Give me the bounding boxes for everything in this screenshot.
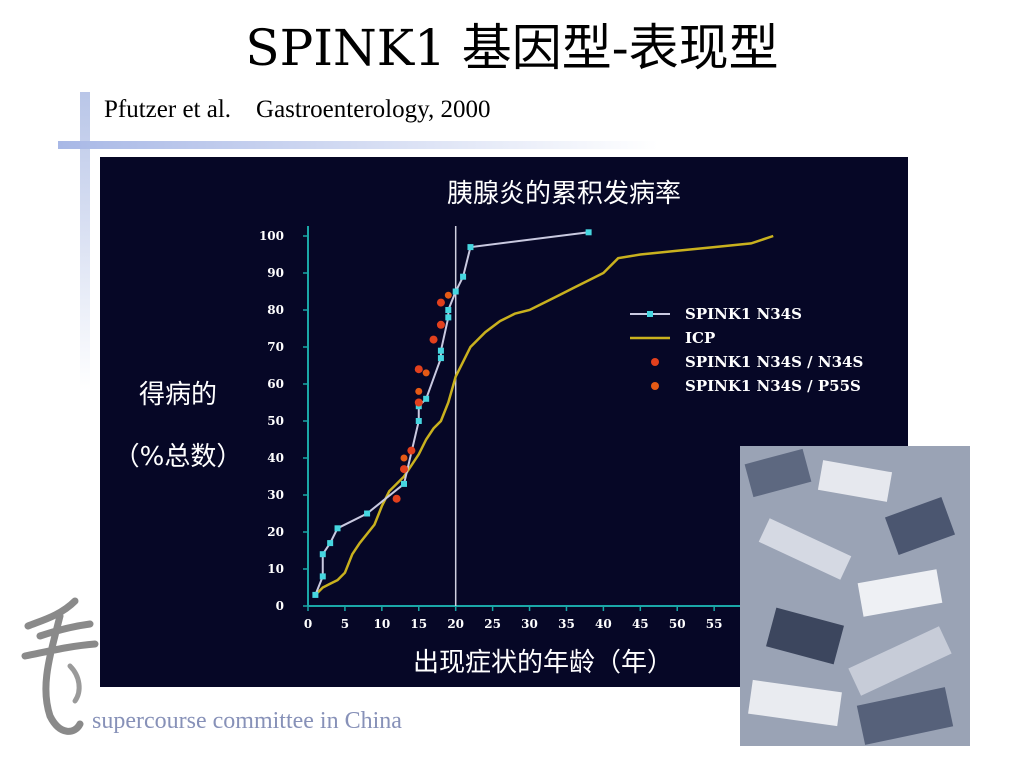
series-n34s-point xyxy=(415,418,422,424)
x-tick-label: 40 xyxy=(595,617,612,631)
series-n34s-n34s-point xyxy=(436,298,445,307)
x-tick-label: 15 xyxy=(410,617,427,631)
x-tick-label: 55 xyxy=(706,617,723,631)
y-tick-label: 90 xyxy=(267,266,284,280)
y-tick-label: 0 xyxy=(276,599,284,613)
citation: Pfutzer et al. Gastroenterology, 2000 xyxy=(104,96,491,123)
x-tick-label: 10 xyxy=(373,617,390,631)
footer-text: supercourse committee in China xyxy=(92,708,402,734)
y-tick-label: 30 xyxy=(267,488,284,502)
series-icp-line xyxy=(314,234,774,596)
legend-item: SPINK1 N34S / N34S xyxy=(651,353,863,371)
cumulative-incidence-chart: 胰腺炎的累积发病率 得病的 （%总数） 出现症状的年龄（年） 0 5 10 15 20 2… xyxy=(114,179,864,678)
series-n34s-point xyxy=(437,355,444,362)
series-n34s-n34s-point xyxy=(407,446,416,455)
y-tick-label: 70 xyxy=(267,340,284,354)
series-n34s-point xyxy=(319,551,326,558)
x-tick-label: 20 xyxy=(447,617,464,631)
series-n34s-n34s-point xyxy=(429,335,438,344)
series-n34s-point xyxy=(585,229,592,236)
series-n34s-point xyxy=(460,273,467,280)
y-tick-label: 10 xyxy=(267,562,284,576)
chart-panel: 胰腺炎的累积发病率 得病的 （%总数） 出现症状的年龄（年） 0 5 10 15 20 2… xyxy=(100,157,908,687)
series-n34s-point xyxy=(327,540,334,547)
decorative-photo xyxy=(740,446,970,746)
y-tick-label: 100 xyxy=(259,229,284,243)
series-n34s-point xyxy=(401,480,407,487)
legend-label: SPINK1 N34S xyxy=(685,305,802,323)
series-n34s-n34s-point xyxy=(400,465,408,474)
legend-label: SPINK1 N34S / P55S xyxy=(685,377,861,395)
legend-item: SPINK1 N34S / P55S xyxy=(651,377,861,395)
series-n34s-p55s-point xyxy=(415,387,423,395)
series-n34s-point xyxy=(319,573,326,580)
series-n34s-p55s-point xyxy=(444,291,452,299)
series-n34s-n34s-point xyxy=(436,320,445,329)
x-tick-label: 0 xyxy=(304,617,312,631)
y-axis-label-line1: 得病的 xyxy=(139,380,217,410)
series-n34s-p55s-point xyxy=(422,369,430,377)
legend-item: ICP xyxy=(630,329,715,347)
x-tick-label: 35 xyxy=(558,617,575,631)
series-n34s-n34s-point xyxy=(414,398,423,407)
chart-title: 胰腺炎的累积发病率 xyxy=(447,179,681,209)
series-n34s-line xyxy=(314,231,589,596)
series-n34s-point xyxy=(364,510,371,517)
series-n34s-point xyxy=(445,314,452,321)
series-n34s-n34s-point xyxy=(414,365,423,374)
y-tick-label: 20 xyxy=(267,525,284,539)
series-n34s-n34s-point xyxy=(392,494,401,503)
x-tick-label: 45 xyxy=(632,617,649,631)
slide-title: SPINK1 基因型-表现型 xyxy=(245,19,779,77)
y-tick-label: 80 xyxy=(267,303,284,317)
series-n34s-point xyxy=(467,244,474,251)
x-tick-label: 30 xyxy=(521,617,538,631)
x-tick-label: 5 xyxy=(341,617,349,631)
y-tick-label: 60 xyxy=(267,377,284,391)
x-tick-label: 50 xyxy=(669,617,686,631)
legend-marker-n34s xyxy=(647,311,653,317)
x-tick-label: 25 xyxy=(484,617,501,631)
series-n34s-point xyxy=(437,347,444,354)
legend-marker xyxy=(651,358,659,366)
y-tick-label: 50 xyxy=(267,414,284,428)
series-n34s-point xyxy=(334,525,341,532)
series-n34s-point xyxy=(445,307,452,313)
series-n34s-point xyxy=(312,591,319,598)
series-n34s-point xyxy=(423,395,430,402)
x-axis-label: 出现症状的年龄（年） xyxy=(413,648,673,678)
y-tick-label: 40 xyxy=(267,451,284,465)
legend-item: SPINK1 N34S xyxy=(630,305,802,323)
legend-marker xyxy=(651,382,659,390)
supercourse-logo xyxy=(21,597,99,735)
y-axis-label-line2: （%总数） xyxy=(114,442,243,472)
legend-label: ICP xyxy=(685,329,715,347)
legend-label: SPINK1 N34S / N34S xyxy=(685,353,863,371)
series-n34s-p55s-point xyxy=(400,454,408,462)
accent-horizontal-bar xyxy=(58,141,658,149)
accent-vertical-bar xyxy=(80,92,90,392)
series-n34s-point xyxy=(452,288,459,295)
